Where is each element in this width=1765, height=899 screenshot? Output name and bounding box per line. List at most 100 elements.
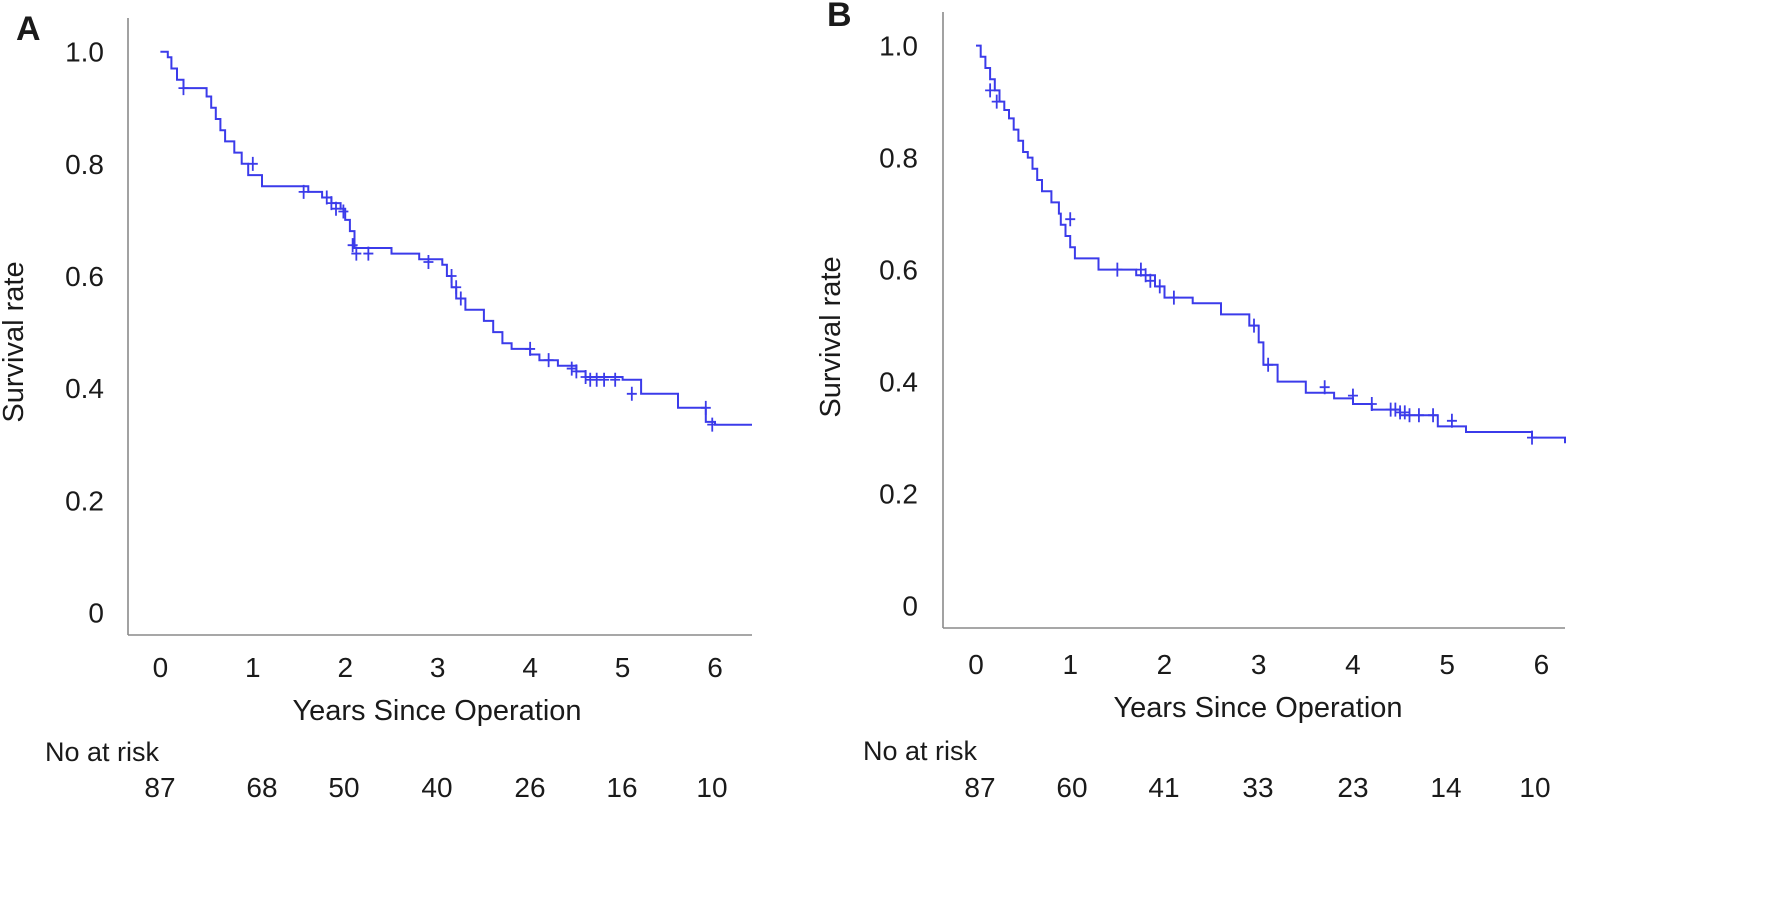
censor-mark xyxy=(455,291,466,306)
panel-a-xtick-label: 0 xyxy=(153,652,169,683)
panel-b-x-axis-title: Years Since Operation xyxy=(1113,692,1402,724)
panel-a-letter: A xyxy=(16,10,41,48)
censor-mark xyxy=(1399,405,1410,420)
censor-mark xyxy=(1112,262,1123,277)
panel-b-xtick-label: 6 xyxy=(1534,649,1550,680)
censor-mark xyxy=(1145,273,1156,288)
censor-mark xyxy=(1413,408,1424,423)
censor-mark xyxy=(525,341,536,356)
censor-mark xyxy=(599,372,610,387)
panel-b-xtick-label: 4 xyxy=(1345,649,1361,680)
panel-b-risk-count: 10 xyxy=(1519,772,1550,803)
panel-b-y-axis-title: Survival rate xyxy=(815,256,847,417)
panel-b-risk-label: No at risk xyxy=(863,736,978,766)
panel-b-y-ticks: 0 0.2 0.4 0.6 0.8 1.0 xyxy=(879,31,918,622)
panel-b-censor-marks xyxy=(985,83,1538,445)
panel-a-ytick-label: 1.0 xyxy=(65,37,104,68)
censor-mark xyxy=(1263,357,1274,372)
panel-b-ytick-label: 0 xyxy=(902,591,918,622)
panel-a: A 0 0.2 0.4 0.6 0.8 1.0 0 1 2 3 4 5 6 Ye… xyxy=(0,10,752,803)
censor-mark xyxy=(1249,318,1259,333)
censor-mark xyxy=(1065,212,1076,227)
panel-a-xtick-label: 5 xyxy=(615,652,631,683)
panel-b-xtick-label: 2 xyxy=(1157,649,1173,680)
censor-mark xyxy=(1347,388,1358,403)
censor-mark xyxy=(1446,413,1457,428)
panel-a-ytick-label: 0.6 xyxy=(65,261,104,292)
censor-mark xyxy=(423,254,434,269)
panel-a-y-ticks: 0 0.2 0.4 0.6 0.8 1.0 xyxy=(65,37,104,629)
panel-a-ytick-label: 0 xyxy=(88,598,104,629)
panel-a-risk-numbers: 87 68 50 40 26 16 10 xyxy=(144,772,727,803)
panel-a-xtick-label: 6 xyxy=(707,652,723,683)
censor-mark xyxy=(1154,279,1165,294)
panel-a-risk-count: 50 xyxy=(328,772,359,803)
panel-b: B 0 0.2 0.4 0.6 0.8 1.0 0 1 2 3 4 5 6 Ye… xyxy=(815,0,1566,803)
panel-a-x-ticks: 0 1 2 3 4 5 6 xyxy=(153,652,723,683)
panel-b-xtick-label: 0 xyxy=(968,649,984,680)
panel-b-ytick-label: 0.6 xyxy=(879,255,918,286)
censor-mark xyxy=(1135,262,1146,277)
panel-a-risk-count: 40 xyxy=(421,772,452,803)
panel-a-xtick-label: 3 xyxy=(430,652,446,683)
panel-b-risk-count: 33 xyxy=(1242,772,1273,803)
panel-b-x-ticks: 0 1 2 3 4 5 6 xyxy=(968,649,1549,680)
censor-mark xyxy=(178,81,189,96)
panel-a-ytick-label: 0.8 xyxy=(65,149,104,180)
censor-mark xyxy=(347,238,358,253)
panel-a-x-axis-title: Years Since Operation xyxy=(292,695,581,727)
panel-b-xtick-label: 3 xyxy=(1251,649,1267,680)
censor-mark xyxy=(351,246,362,261)
censor-mark xyxy=(985,83,996,98)
censor-mark xyxy=(1404,408,1415,423)
censor-mark xyxy=(451,280,462,295)
censor-mark xyxy=(326,196,337,211)
censor-mark xyxy=(580,369,591,384)
censor-mark xyxy=(991,94,1002,109)
panel-b-ytick-label: 1.0 xyxy=(879,31,918,62)
censor-mark xyxy=(700,400,711,415)
panel-a-ytick-label: 0.4 xyxy=(65,373,104,404)
censor-mark xyxy=(571,364,582,379)
panel-b-risk-count: 87 xyxy=(964,772,995,803)
censor-mark xyxy=(1390,402,1401,417)
panel-a-xtick-label: 4 xyxy=(522,652,538,683)
censor-mark xyxy=(338,204,349,219)
panel-a-y-axis-title: Survival rate xyxy=(0,261,30,422)
censor-mark xyxy=(446,269,457,284)
censor-mark xyxy=(1319,380,1330,395)
panel-a-risk-count: 16 xyxy=(606,772,637,803)
censor-mark xyxy=(363,246,374,261)
panel-b-letter: B xyxy=(827,0,852,34)
panel-b-ytick-label: 0.8 xyxy=(879,143,918,174)
censor-mark xyxy=(1140,268,1151,283)
censor-mark xyxy=(707,417,718,432)
censor-mark xyxy=(298,184,309,199)
panel-b-ytick-label: 0.4 xyxy=(879,367,918,398)
censor-mark xyxy=(610,372,621,387)
panel-a-risk-count: 26 xyxy=(514,772,545,803)
panel-a-censor-marks xyxy=(178,81,718,432)
censor-mark xyxy=(543,353,554,368)
censor-mark xyxy=(1527,430,1538,445)
panel-a-risk-count: 87 xyxy=(144,772,175,803)
panel-b-survival-curve xyxy=(976,44,1566,444)
panel-b-ytick-label: 0.2 xyxy=(879,479,918,510)
panel-a-survival-curve xyxy=(160,50,752,426)
censor-mark xyxy=(1366,397,1377,411)
censor-mark xyxy=(247,156,258,171)
panel-b-risk-count: 60 xyxy=(1056,772,1087,803)
censor-mark xyxy=(1428,408,1439,423)
panel-b-xtick-label: 1 xyxy=(1062,649,1078,680)
censor-mark xyxy=(566,361,577,376)
panel-b-risk-numbers: 87 60 41 33 23 14 10 xyxy=(964,772,1550,803)
panel-a-ytick-label: 0.2 xyxy=(65,485,104,516)
panel-a-xtick-label: 1 xyxy=(245,652,261,683)
censor-mark xyxy=(1168,290,1179,305)
censor-mark xyxy=(626,386,637,401)
censor-mark xyxy=(321,190,332,205)
panel-b-xtick-label: 5 xyxy=(1439,649,1455,680)
panel-a-risk-count: 68 xyxy=(246,772,277,803)
panel-a-xtick-label: 2 xyxy=(337,652,353,683)
panel-a-risk-count: 10 xyxy=(696,772,727,803)
